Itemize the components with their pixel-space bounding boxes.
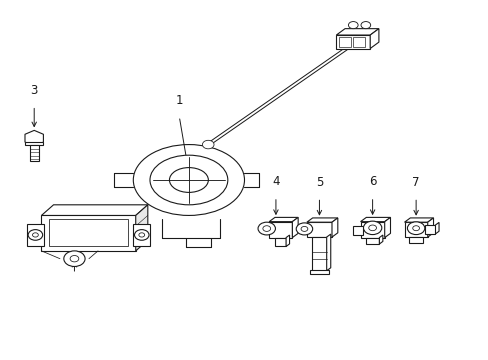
Text: 5: 5 <box>315 176 323 189</box>
Polygon shape <box>369 29 378 49</box>
Circle shape <box>296 223 312 235</box>
Bar <box>275 238 285 247</box>
Bar <box>25 142 43 145</box>
Polygon shape <box>336 29 378 35</box>
Ellipse shape <box>150 155 227 205</box>
Polygon shape <box>331 218 337 237</box>
Bar <box>30 145 39 161</box>
Polygon shape <box>136 205 147 251</box>
Bar <box>336 35 369 49</box>
Circle shape <box>301 226 307 231</box>
Bar <box>268 222 292 238</box>
Bar <box>408 237 422 243</box>
Circle shape <box>407 222 424 235</box>
Circle shape <box>348 22 357 29</box>
Bar <box>27 224 44 246</box>
Bar <box>425 225 434 234</box>
Circle shape <box>134 230 149 240</box>
Ellipse shape <box>169 168 208 192</box>
Bar <box>404 222 427 237</box>
Circle shape <box>70 256 79 262</box>
Circle shape <box>28 230 42 240</box>
Text: 4: 4 <box>272 175 279 188</box>
Polygon shape <box>306 218 337 222</box>
Polygon shape <box>285 235 289 247</box>
Ellipse shape <box>133 145 244 215</box>
Text: 3: 3 <box>30 84 38 97</box>
Circle shape <box>263 226 270 231</box>
Bar <box>360 222 384 238</box>
Polygon shape <box>379 235 382 244</box>
Circle shape <box>202 140 214 149</box>
Circle shape <box>258 222 275 235</box>
Polygon shape <box>268 217 298 222</box>
Bar <box>352 226 362 235</box>
Polygon shape <box>384 217 390 238</box>
Bar <box>352 37 365 47</box>
Polygon shape <box>360 217 390 222</box>
Text: 7: 7 <box>411 176 419 189</box>
Bar <box>41 215 136 251</box>
Circle shape <box>368 225 376 231</box>
Bar <box>306 222 331 237</box>
Polygon shape <box>434 222 438 234</box>
Bar <box>365 238 379 244</box>
Circle shape <box>363 221 381 235</box>
Bar <box>311 237 326 271</box>
Bar <box>338 37 350 47</box>
Bar <box>133 224 150 246</box>
Circle shape <box>139 233 144 237</box>
Text: 2: 2 <box>71 252 78 265</box>
Circle shape <box>412 226 419 231</box>
Polygon shape <box>41 205 147 215</box>
Circle shape <box>63 251 85 266</box>
Polygon shape <box>404 218 433 222</box>
Text: 6: 6 <box>368 175 376 188</box>
Bar <box>309 270 328 274</box>
Text: 1: 1 <box>175 94 183 107</box>
Polygon shape <box>326 234 330 271</box>
Circle shape <box>32 233 38 237</box>
Polygon shape <box>25 130 43 146</box>
Circle shape <box>360 22 370 29</box>
Polygon shape <box>292 217 298 238</box>
Bar <box>49 219 128 246</box>
Polygon shape <box>427 218 433 237</box>
